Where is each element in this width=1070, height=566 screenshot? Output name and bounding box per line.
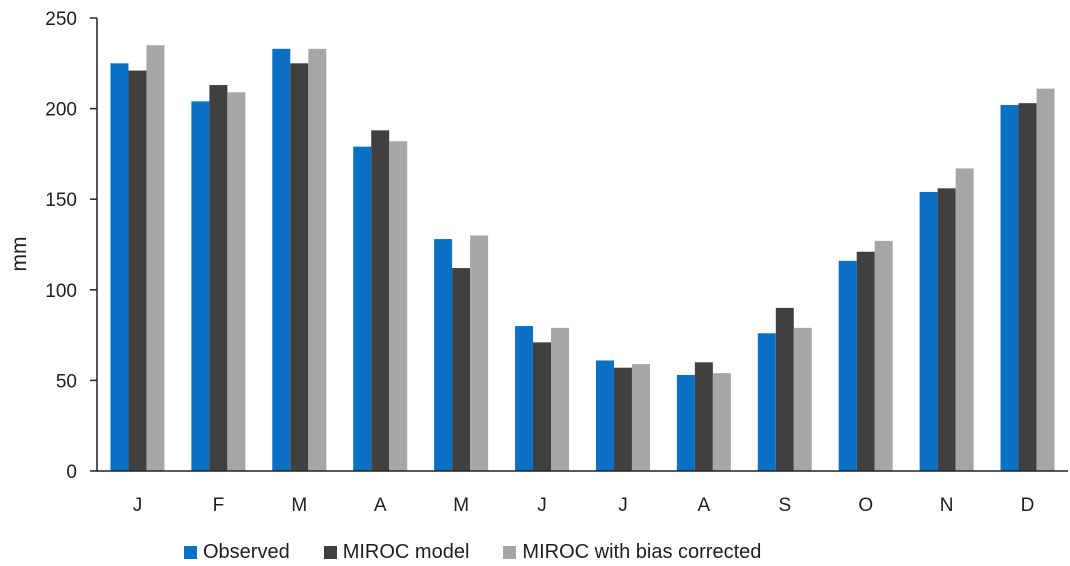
bar-miroc-model (775, 307, 794, 471)
bar-observed (757, 333, 776, 471)
legend: Observed MIROC model MIROC with bias cor… (184, 541, 795, 564)
legend-label-miroc-model: MIROC model (342, 541, 470, 563)
x-tick-label: J (537, 495, 547, 516)
bar-miroc-with-bias-corrected (308, 48, 327, 471)
bar-miroc-with-bias-corrected (955, 168, 974, 471)
x-tick-label: N (940, 495, 954, 516)
x-tick-label: J (618, 495, 628, 516)
x-tick-label: F (213, 495, 225, 516)
bar-miroc-with-bias-corrected (227, 92, 246, 472)
x-tick-label: O (858, 495, 873, 516)
bar-miroc-with-bias-corrected (389, 141, 408, 471)
bar-miroc-with-bias-corrected (631, 364, 650, 471)
bar-miroc-with-bias-corrected (1036, 88, 1055, 471)
x-tick-label: D (1021, 495, 1035, 516)
bar-observed (272, 48, 291, 471)
bar-miroc-with-bias-corrected (874, 240, 893, 471)
bar-miroc-with-bias-corrected (146, 45, 165, 472)
bar-observed (515, 326, 534, 471)
bar-observed (434, 239, 453, 471)
bar-observed (191, 101, 210, 472)
bar-miroc-model (290, 63, 309, 472)
y-tick-label: 200 (45, 100, 77, 121)
x-tick-label: S (778, 495, 791, 516)
legend-label-observed: Observed (203, 541, 290, 563)
y-tick-label: 250 (45, 9, 77, 30)
bar-miroc-with-bias-corrected (793, 327, 812, 471)
bar-observed (676, 374, 695, 471)
bar-miroc-model (937, 188, 956, 471)
bar-miroc-with-bias-corrected (551, 327, 570, 471)
x-tick-label: A (374, 495, 387, 516)
legend-swatch-miroc-bias-corrected (503, 546, 517, 559)
x-tick-label: A (698, 495, 711, 516)
y-tick-label: 150 (45, 190, 77, 211)
y-tick-label: 50 (56, 371, 77, 392)
x-tick-label: M (291, 495, 307, 516)
legend-item-miroc-model: MIROC model (323, 541, 470, 564)
legend-swatch-observed (184, 546, 197, 559)
legend-item-miroc-bias-corrected: MIROC with bias corrected (503, 541, 761, 564)
legend-item-observed: Observed (184, 541, 290, 564)
bar-miroc-with-bias-corrected (712, 373, 731, 471)
bar-miroc-model (128, 70, 147, 471)
y-tick-label: 0 (66, 462, 77, 483)
legend-swatch-miroc-model (323, 546, 337, 559)
bar-observed (838, 260, 857, 471)
legend-label-miroc-bias-corrected: MIROC with bias corrected (522, 541, 762, 563)
bar-miroc-model (856, 251, 875, 471)
x-tick-label: J (133, 495, 143, 516)
bar-observed (110, 63, 129, 472)
bar-miroc-model (613, 367, 632, 471)
y-axis-title: mm (8, 237, 31, 272)
y-tick-label: 100 (45, 281, 77, 302)
bar-observed (919, 191, 938, 471)
bar-observed (353, 146, 372, 472)
bar-miroc-model (452, 268, 471, 471)
bar-miroc-model (533, 342, 552, 471)
y-axis-ticks: 0 50 100 150 200 250 (45, 9, 97, 483)
bar-miroc-model (1018, 103, 1037, 471)
bar-observed (1000, 104, 1019, 471)
bar-miroc-model (209, 85, 228, 471)
bars (110, 45, 1055, 472)
bar-observed (595, 360, 614, 471)
bar-miroc-model (371, 130, 390, 471)
bar-miroc-model (694, 362, 713, 471)
x-tick-label: M (453, 495, 469, 516)
bar-miroc-with-bias-corrected (470, 235, 489, 471)
